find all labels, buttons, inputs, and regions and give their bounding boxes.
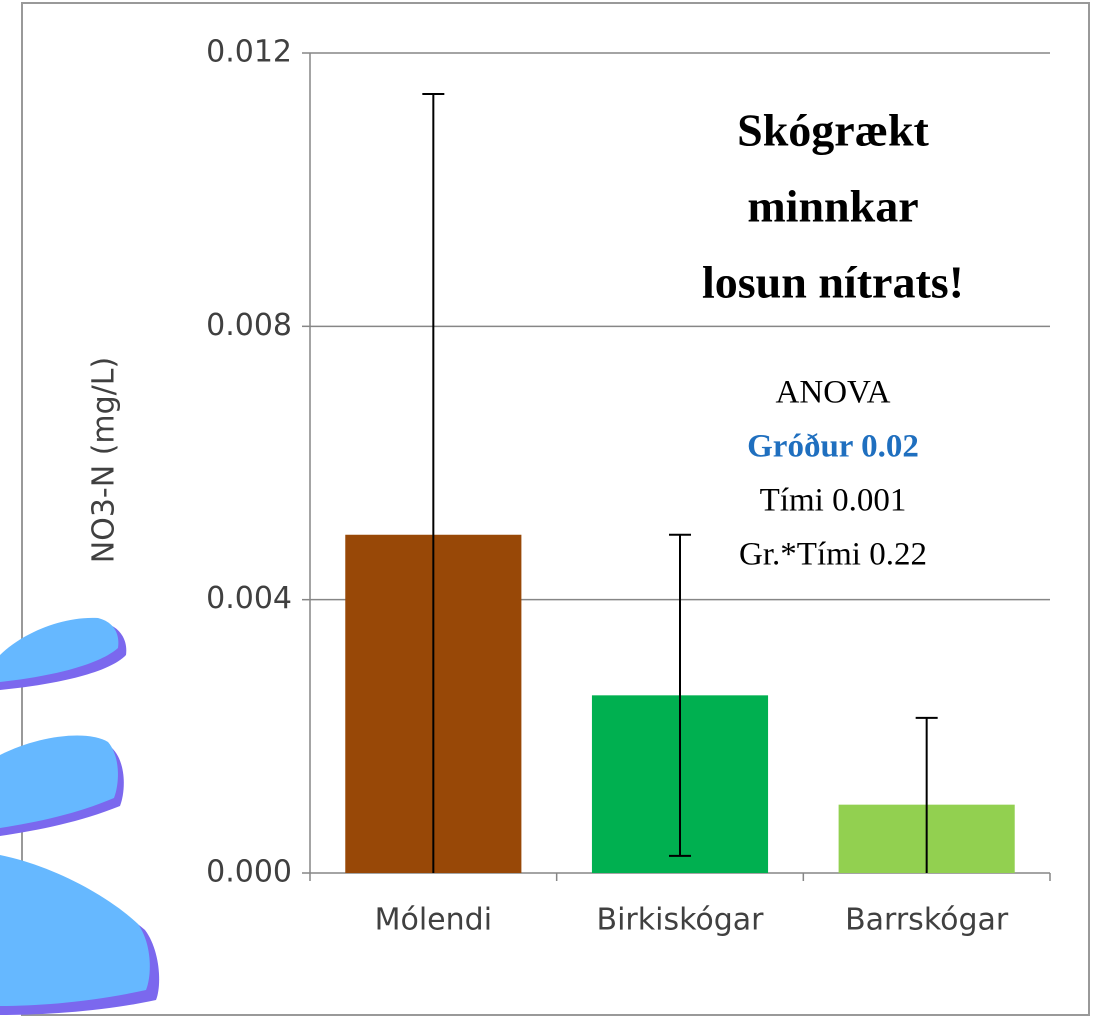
stat-line: ANOVA	[776, 375, 891, 411]
y-tick-label: 0.012	[206, 35, 292, 70]
x-tick-label: Mólendi	[375, 903, 492, 938]
stat-line: Gr.*Tími 0.22	[739, 537, 927, 573]
chart: NO3-N (mg/L) 0.000 0.004 0.008 0.012 Mólendi…	[0, 0, 1094, 1019]
y-tick-label: 0.008	[206, 308, 292, 343]
y-tick-label: 0.004	[206, 581, 292, 616]
page: NO3-N (mg/L) 0.000 0.004 0.008 0.012 Mólendi…	[0, 0, 1094, 1019]
y-axis-label: NO3-N (mg/L)	[87, 357, 122, 563]
x-tick-label: Barrskógar	[845, 903, 1009, 938]
stat-line: Tími 0.001	[760, 483, 907, 519]
stat-line: Gróður 0.02	[747, 429, 919, 465]
x-tick-label: Birkiskógar	[596, 903, 764, 938]
y-tick-label: 0.000	[206, 855, 292, 890]
headline: minnkar	[747, 181, 918, 232]
headline: Skógrækt	[737, 105, 929, 156]
headline: losun nítrats!	[702, 257, 964, 308]
